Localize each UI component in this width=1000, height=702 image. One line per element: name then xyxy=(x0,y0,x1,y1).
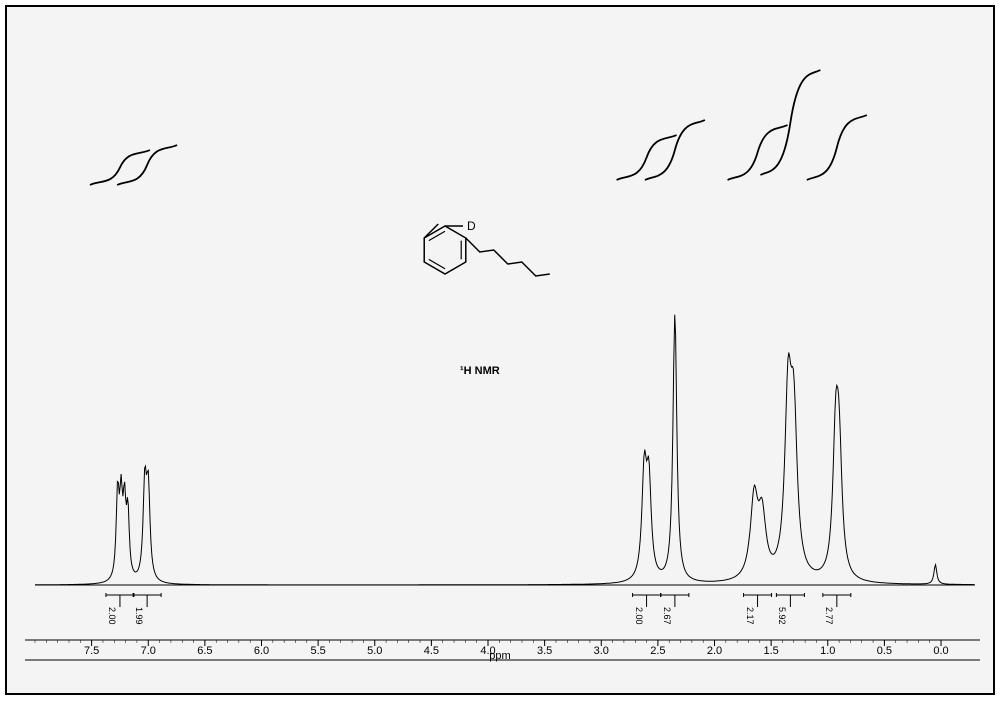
xaxis-tick-label: 3.5 xyxy=(537,645,552,657)
nmr-title: ¹H NMR xyxy=(460,365,500,377)
xaxis-tick-label: 6.0 xyxy=(254,645,269,657)
spectrum-trace xyxy=(35,315,975,585)
xaxis-tick-label: 2.0 xyxy=(707,645,722,657)
integration-curve xyxy=(807,115,867,180)
xaxis-tick-label: 5.0 xyxy=(367,645,382,657)
integration-value: 5.92 xyxy=(777,607,787,625)
xaxis-tick-label: 3.0 xyxy=(594,645,609,657)
integration-value: 1.99 xyxy=(134,607,144,625)
xaxis-tick-label: 4.0 xyxy=(480,645,495,657)
xaxis-tick-label: 2.5 xyxy=(650,645,665,657)
integration-bracket xyxy=(744,593,772,607)
xaxis-tick-label: 6.5 xyxy=(197,645,212,657)
integration-bracket xyxy=(823,593,851,607)
integration-bracket xyxy=(633,593,661,607)
integration-bracket xyxy=(661,593,689,607)
nmr-plot: D xyxy=(5,5,995,695)
integration-value: 2.67 xyxy=(662,607,672,625)
integration-value: 2.77 xyxy=(824,607,834,625)
xaxis-tick-label: 7.0 xyxy=(141,645,156,657)
integration-curve xyxy=(617,135,677,180)
integration-curve xyxy=(645,120,705,180)
integration-bracket xyxy=(133,593,161,607)
integration-curve xyxy=(728,125,788,180)
xaxis-tick-label: 7.5 xyxy=(84,645,99,657)
xaxis-tick-label: 0.5 xyxy=(877,645,892,657)
integration-bracket xyxy=(106,593,134,607)
xaxis-tick-label: 4.5 xyxy=(424,645,439,657)
xaxis-tick-label: 1.0 xyxy=(820,645,835,657)
nmr-spectrum-container: D ¹H NMR ppm 7.57.06.56.05.55.04.54.03.5… xyxy=(0,0,1000,702)
molecule-structure: D xyxy=(424,219,550,276)
xaxis-tick-label: 0.0 xyxy=(933,645,948,657)
integration-bracket xyxy=(776,593,804,607)
integration-curve xyxy=(760,70,820,175)
integration-value: 2.00 xyxy=(634,607,644,625)
integration-curve xyxy=(90,150,150,185)
integration-value: 2.00 xyxy=(107,607,117,625)
svg-text:D: D xyxy=(467,219,476,233)
xaxis-tick-label: 5.5 xyxy=(310,645,325,657)
xaxis-tick-label: 1.5 xyxy=(763,645,778,657)
integration-value: 2.17 xyxy=(745,607,755,625)
